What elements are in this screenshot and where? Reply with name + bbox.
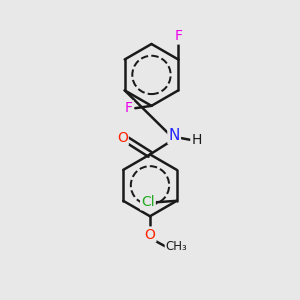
- Text: F: F: [175, 29, 183, 44]
- Text: Cl: Cl: [141, 195, 155, 209]
- Text: CH₃: CH₃: [166, 240, 188, 253]
- Text: N: N: [169, 128, 180, 143]
- Text: H: H: [191, 133, 202, 147]
- Text: O: O: [145, 227, 155, 242]
- Text: F: F: [125, 101, 133, 115]
- Text: O: O: [117, 130, 128, 145]
